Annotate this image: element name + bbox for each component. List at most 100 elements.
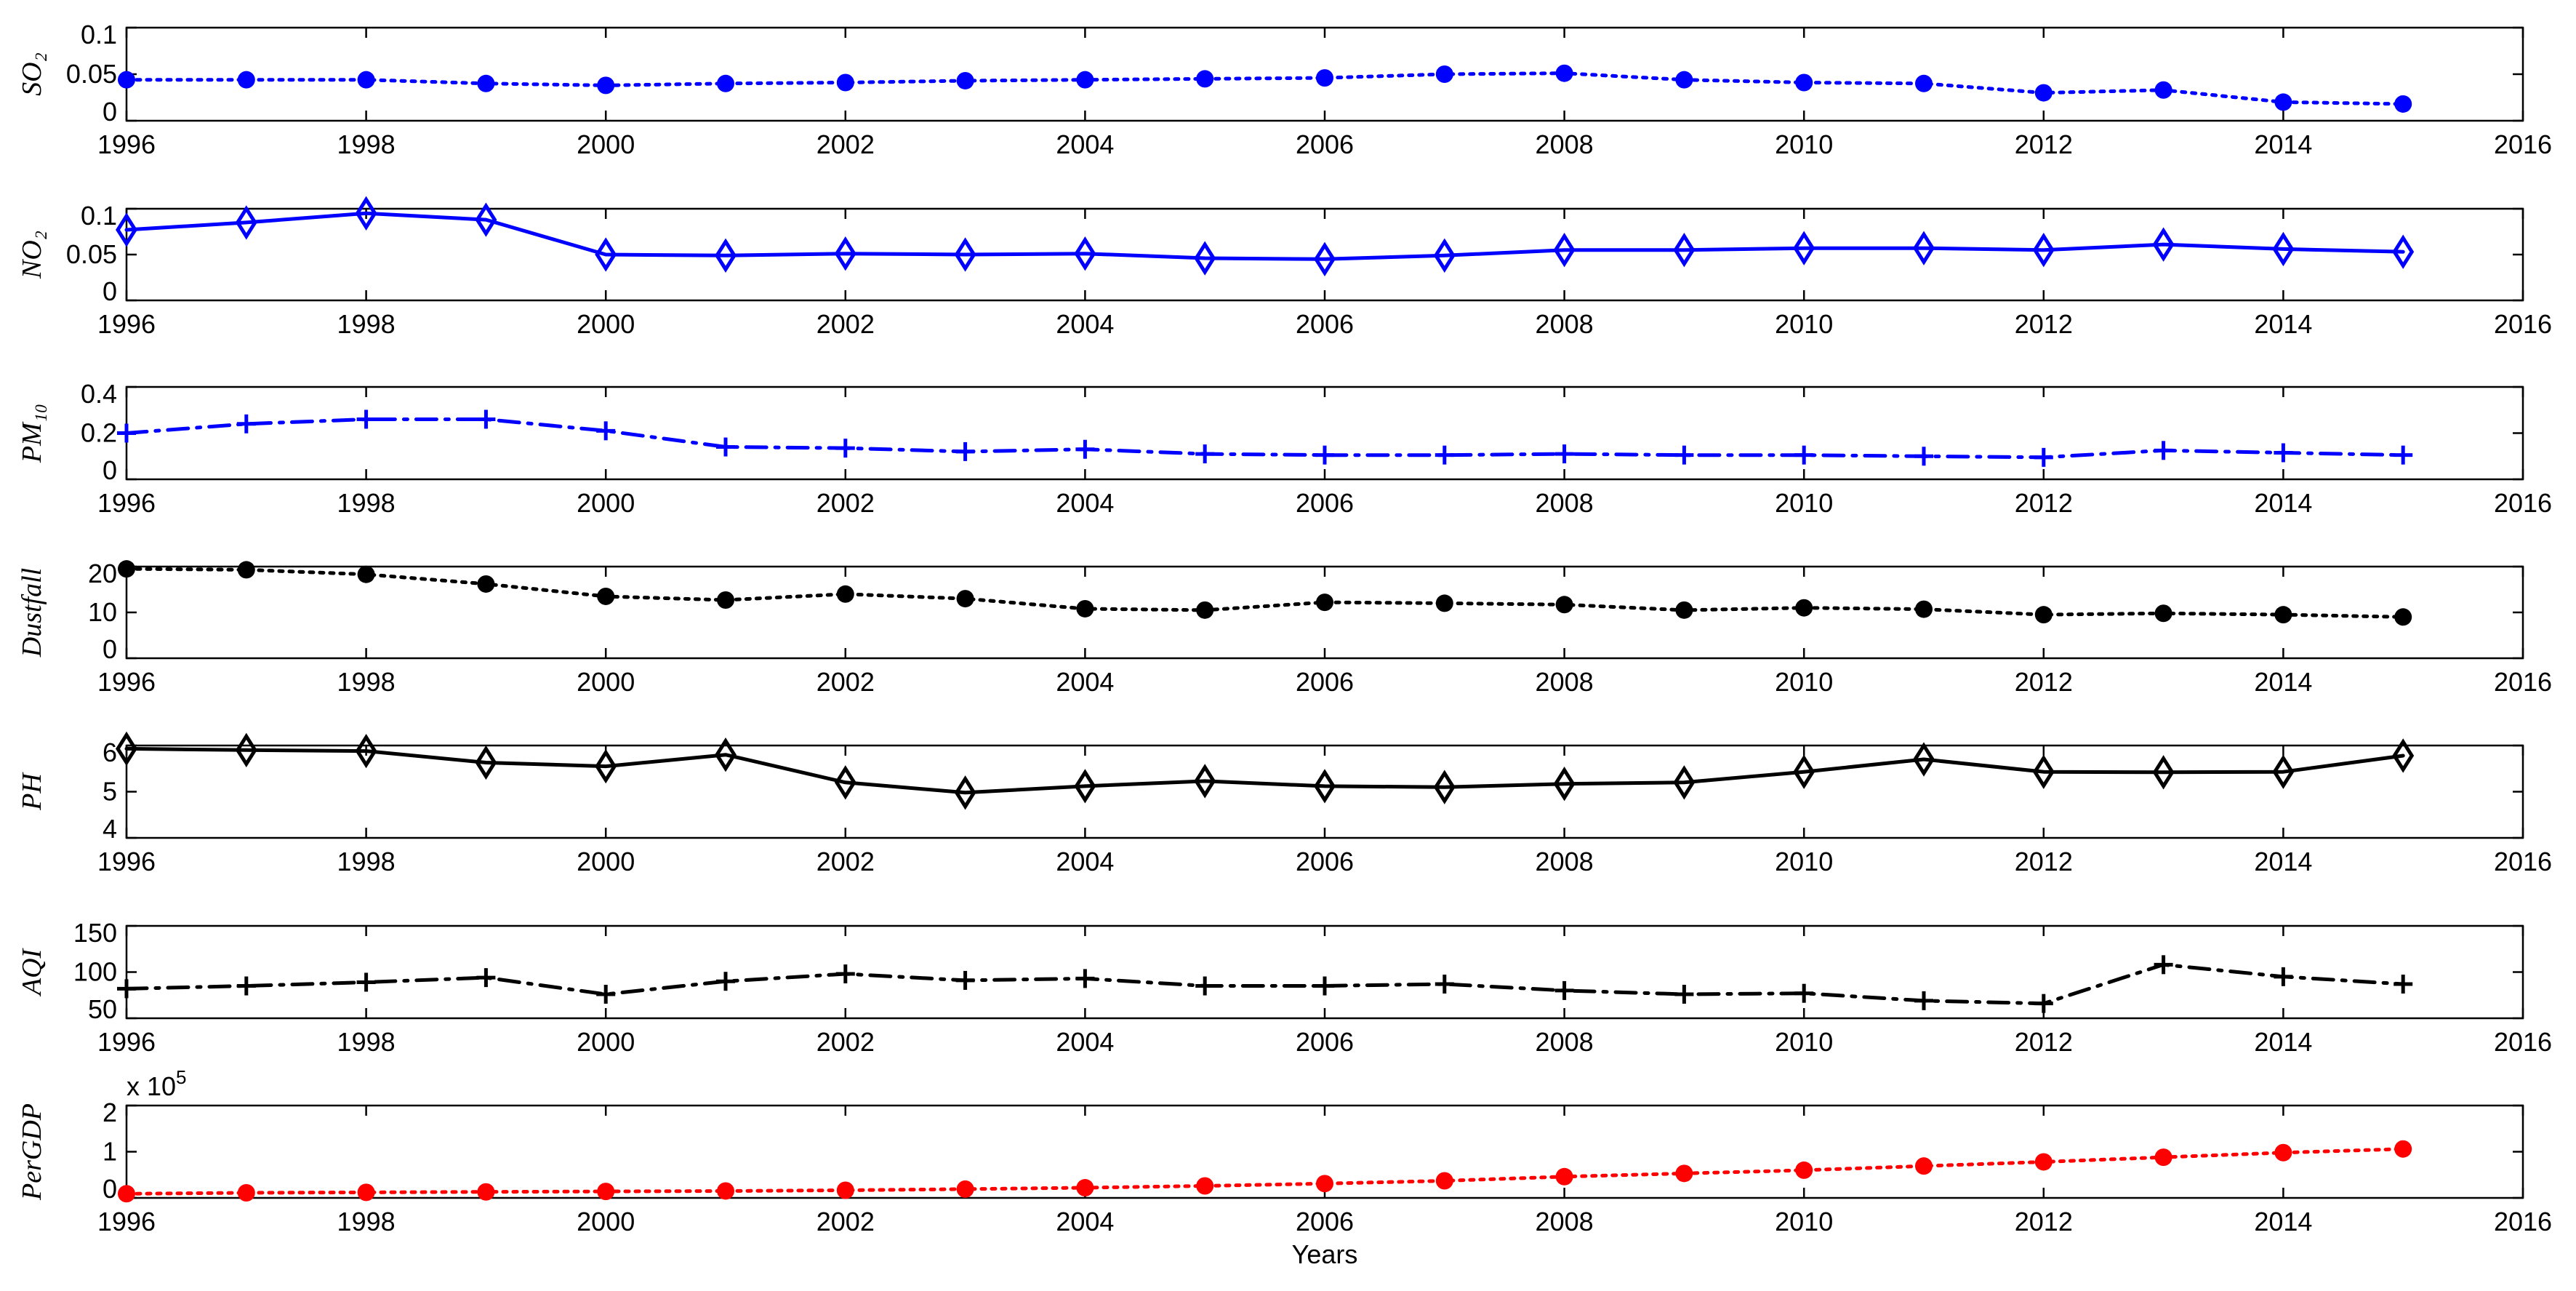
- data-point: [717, 74, 734, 92]
- x-tick-label: 2014: [2254, 129, 2312, 159]
- x-tick-label: 2012: [2015, 309, 2073, 339]
- data-point: [236, 414, 256, 433]
- x-tick-label: 2008: [1536, 488, 1594, 518]
- data-point: [357, 565, 375, 583]
- data-point: [595, 237, 617, 272]
- x-tick-label: 2004: [1056, 129, 1114, 159]
- data-point: [597, 587, 615, 605]
- data-point: [1675, 1164, 1693, 1183]
- data-point: [1075, 969, 1095, 988]
- data-point: [1553, 233, 1576, 268]
- data-point: [1074, 769, 1096, 804]
- x-tick-label: 1996: [97, 488, 156, 518]
- data-point: [836, 585, 854, 603]
- chart-panel-5: 1996 1998 2000 2002 2004 2006 2008 2010 2012 2014…: [17, 731, 2552, 876]
- data-point: [956, 71, 974, 89]
- x-tick-label: 2004: [1056, 847, 1114, 876]
- data-point: [1194, 241, 1216, 276]
- data-point: [716, 972, 735, 991]
- x-tick-label: 2010: [1775, 667, 1833, 697]
- series-line-AQI: [124, 962, 2405, 1006]
- x-tick-label: 2004: [1056, 488, 1114, 518]
- data-point: [717, 1182, 734, 1200]
- y-tick-label: 0: [103, 1174, 117, 1204]
- x-tick-label: 2012: [2015, 667, 2073, 697]
- series-line-PerGDP: [124, 1147, 2405, 1196]
- data-point: [2154, 441, 2173, 460]
- data-point: [237, 1184, 255, 1202]
- x-tick-label: 2004: [1056, 309, 1114, 339]
- data-point: [475, 745, 497, 780]
- x-tick-label: 2006: [1296, 1027, 1354, 1057]
- x-tick-label: 2002: [816, 488, 875, 518]
- data-point: [357, 1183, 375, 1202]
- data-point: [954, 237, 976, 272]
- y-axis-label: PerGDP: [17, 1103, 47, 1201]
- data-point: [1914, 447, 1933, 466]
- data-point: [1195, 976, 1215, 996]
- data-point: [2274, 967, 2293, 986]
- x-tick-label: 1996: [97, 129, 156, 159]
- data-point: [1555, 1167, 1573, 1186]
- x-tick-label: 2006: [1296, 847, 1354, 876]
- y-tick-label: 5: [103, 777, 117, 807]
- data-point: [475, 202, 497, 237]
- x-tick-label: 2000: [577, 1207, 635, 1236]
- data-point: [1316, 593, 1333, 612]
- y-tick-label: 150: [73, 918, 117, 948]
- data-point: [477, 1183, 495, 1201]
- x-tick-label: 2014: [2254, 1027, 2312, 1057]
- data-point: [1435, 594, 1453, 612]
- x-tick-label: 2004: [1056, 1207, 1114, 1236]
- data-point: [1793, 231, 1815, 265]
- data-point: [716, 437, 735, 457]
- y-tick-label: 20: [88, 559, 117, 588]
- y-scale-exponent: 5: [176, 1066, 186, 1088]
- y-tick-label: 0.1: [81, 20, 117, 49]
- data-point: [476, 409, 496, 429]
- data-point: [116, 212, 137, 247]
- x-tick-label: 2014: [2254, 847, 2312, 876]
- y-tick-label: 1: [103, 1137, 117, 1167]
- x-tick-label: 2008: [1536, 847, 1594, 876]
- data-point: [1435, 975, 1454, 994]
- data-point: [2274, 606, 2292, 624]
- data-point: [2034, 994, 2053, 1013]
- x-tick-label: 2010: [1775, 1027, 1833, 1057]
- axes-frame: [125, 385, 2524, 481]
- x-tick-label: 1998: [337, 847, 396, 876]
- y-scale-factor: x 105: [127, 1066, 187, 1101]
- y-tick-label: 4: [103, 814, 117, 844]
- x-tick-label: 2008: [1536, 1207, 1594, 1236]
- data-point: [1794, 445, 1814, 465]
- x-tick-label: 2008: [1536, 129, 1594, 159]
- x-tick-label: 2010: [1775, 309, 1833, 339]
- chart-panel-2: 1996 1998 2000 2002 2004 2006 2008 2010 2012 2014…: [17, 196, 2552, 339]
- x-tick-label: 2006: [1296, 309, 1354, 339]
- data-point: [2394, 1140, 2412, 1158]
- x-tick-label: 2016: [2494, 129, 2552, 159]
- data-point: [2032, 754, 2055, 789]
- data-point: [2032, 233, 2055, 268]
- data-point: [1913, 742, 1935, 777]
- series-line-NO2: [124, 211, 2405, 261]
- x-tick-label: 2016: [2494, 847, 2552, 876]
- data-point: [1315, 976, 1334, 996]
- x-axis-label: Years: [1292, 1239, 1358, 1269]
- y-tick-label: 0.1: [81, 201, 117, 231]
- x-tick-label: 2010: [1775, 129, 1833, 159]
- data-point: [117, 423, 136, 443]
- y-tick-label: 6: [103, 738, 117, 767]
- x-tick-label: 1996: [97, 847, 156, 876]
- x-tick-label: 2014: [2254, 1207, 2312, 1236]
- data-point: [1555, 596, 1573, 614]
- data-point: [237, 561, 255, 579]
- data-point: [1794, 983, 1814, 1003]
- x-tick-label: 2012: [2015, 129, 2073, 159]
- x-tick-label: 2006: [1296, 129, 1354, 159]
- x-tick-label: 2002: [816, 1027, 875, 1057]
- data-point: [1914, 991, 1933, 1010]
- data-point: [2152, 227, 2175, 262]
- data-point: [1074, 236, 1096, 271]
- data-point: [1675, 601, 1693, 619]
